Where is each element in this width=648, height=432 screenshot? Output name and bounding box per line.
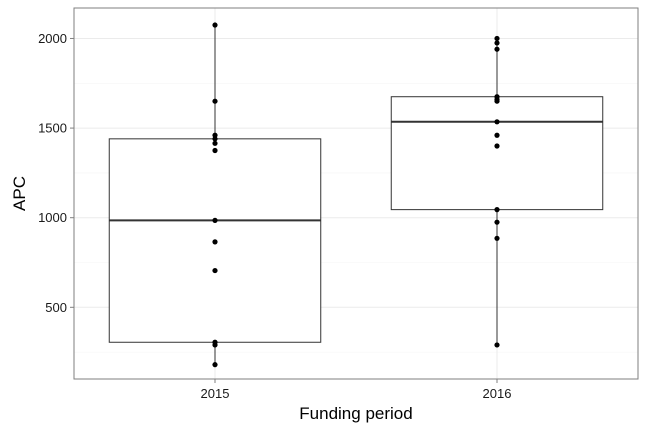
y-axis-title: APC bbox=[10, 176, 29, 211]
data-point bbox=[212, 22, 218, 28]
data-point bbox=[494, 35, 500, 42]
data-point bbox=[212, 239, 218, 245]
data-point bbox=[494, 132, 500, 138]
data-point bbox=[212, 136, 218, 142]
panel-border bbox=[73, 7, 639, 380]
axes: 500 1000 1500 2000 2015 2016 bbox=[38, 31, 511, 401]
y-tick-label: 1500 bbox=[38, 121, 67, 136]
x-tick-label: 2016 bbox=[483, 386, 512, 401]
data-point bbox=[212, 147, 218, 154]
data-point bbox=[212, 98, 218, 104]
y-tick-label: 1000 bbox=[38, 210, 67, 225]
data-point bbox=[212, 342, 218, 348]
x-tick-label: 2015 bbox=[201, 386, 230, 401]
y-tick-label: 2000 bbox=[38, 31, 67, 46]
data-point bbox=[494, 219, 500, 225]
data-point bbox=[212, 132, 218, 138]
data-point bbox=[212, 140, 218, 146]
box-body bbox=[390, 96, 604, 211]
data-point bbox=[494, 207, 500, 213]
data-points bbox=[212, 22, 500, 368]
data-point bbox=[494, 342, 500, 348]
data-point bbox=[212, 362, 218, 368]
y-tick-label: 500 bbox=[45, 300, 67, 315]
data-point bbox=[212, 267, 218, 274]
x-axis-title: Funding period bbox=[299, 404, 412, 423]
data-point bbox=[212, 217, 218, 223]
data-point bbox=[494, 40, 500, 46]
data-point bbox=[494, 46, 500, 52]
data-point bbox=[494, 143, 500, 149]
data-point bbox=[494, 98, 500, 104]
data-point bbox=[494, 119, 500, 125]
data-point bbox=[494, 235, 500, 241]
